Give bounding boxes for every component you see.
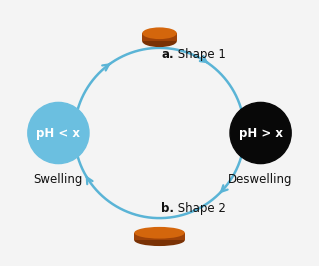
Ellipse shape	[134, 234, 185, 246]
FancyBboxPatch shape	[142, 33, 177, 41]
Text: Shape 2: Shape 2	[174, 202, 226, 215]
FancyBboxPatch shape	[134, 233, 185, 240]
Circle shape	[230, 102, 291, 164]
Ellipse shape	[134, 227, 185, 239]
FancyBboxPatch shape	[134, 233, 185, 240]
Ellipse shape	[142, 27, 177, 39]
Text: a.: a.	[161, 48, 174, 61]
Circle shape	[28, 102, 89, 164]
Ellipse shape	[142, 35, 177, 47]
Text: Swelling: Swelling	[34, 173, 83, 186]
FancyBboxPatch shape	[142, 33, 177, 41]
Text: Shape 1: Shape 1	[174, 48, 226, 61]
Text: Deswelling: Deswelling	[228, 173, 293, 186]
Text: pH < x: pH < x	[36, 127, 80, 139]
Text: pH > x: pH > x	[239, 127, 283, 139]
Text: b.: b.	[161, 202, 174, 215]
